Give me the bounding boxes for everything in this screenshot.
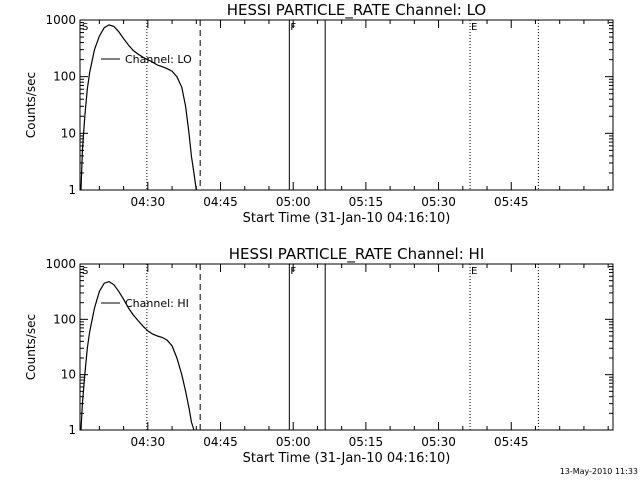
x-tick-label: 04:45 bbox=[203, 195, 238, 209]
y-tick-label: 1 bbox=[68, 423, 76, 437]
x-tick-label: 04:45 bbox=[203, 435, 238, 449]
marker-label: E bbox=[471, 266, 477, 277]
x-tick-label: 04:30 bbox=[131, 195, 166, 209]
x-tick-label: 05:45 bbox=[494, 195, 529, 209]
marker-label: F bbox=[290, 22, 296, 33]
y-tick-label: 1 bbox=[68, 183, 76, 197]
chart-panel-1: HESSI PARTICLE_RATE Channel: HI Counts/se… bbox=[24, 245, 614, 466]
y-tick-label: 10 bbox=[61, 126, 76, 140]
start-marker: S bbox=[82, 266, 88, 277]
x-tick-label: 05:00 bbox=[276, 435, 311, 449]
y-tick-label: 100 bbox=[53, 312, 76, 326]
legend-label: Channel: HI bbox=[125, 297, 189, 310]
x-axis-label: Start Time (31-Jan-10 04:16:10) bbox=[243, 451, 451, 466]
plot-frame bbox=[79, 19, 614, 191]
plot-frame bbox=[79, 263, 614, 431]
chart-panel-0: HESSI PARTICLE_RATE Channel: LO Counts/se… bbox=[24, 1, 614, 226]
marker-label: E bbox=[471, 22, 477, 33]
x-tick-label: 04:30 bbox=[131, 435, 166, 449]
x-tick-label: 05:15 bbox=[349, 435, 384, 449]
y-tick-label: 10 bbox=[61, 368, 76, 382]
y-axis-label: Counts/sec bbox=[24, 314, 38, 380]
series-line-0 bbox=[80, 24, 197, 191]
x-tick-label: 05:30 bbox=[421, 195, 456, 209]
start-marker: S bbox=[82, 22, 88, 33]
y-axis-label: Counts/sec bbox=[24, 72, 38, 138]
y-tick-label: 100 bbox=[53, 70, 76, 84]
legend-label: Channel: LO bbox=[125, 53, 192, 66]
chart-title: HESSI PARTICLE_RATE Channel: LO bbox=[227, 1, 486, 20]
chart-title: HESSI PARTICLE_RATE Channel: HI bbox=[229, 245, 485, 264]
marker-label: F bbox=[290, 266, 296, 277]
x-tick-label: 05:45 bbox=[494, 435, 529, 449]
x-tick-label: 05:15 bbox=[349, 195, 384, 209]
y-tick-label: 1000 bbox=[45, 257, 76, 271]
y-tick-label: 1000 bbox=[45, 13, 76, 27]
x-tick-label: 05:30 bbox=[421, 435, 456, 449]
x-axis-label: Start Time (31-Jan-10 04:16:10) bbox=[243, 211, 451, 226]
plot-timestamp: 13-May-2010 11:33 bbox=[560, 467, 638, 476]
x-tick-label: 05:00 bbox=[276, 195, 311, 209]
series-line-0 bbox=[80, 280, 195, 431]
